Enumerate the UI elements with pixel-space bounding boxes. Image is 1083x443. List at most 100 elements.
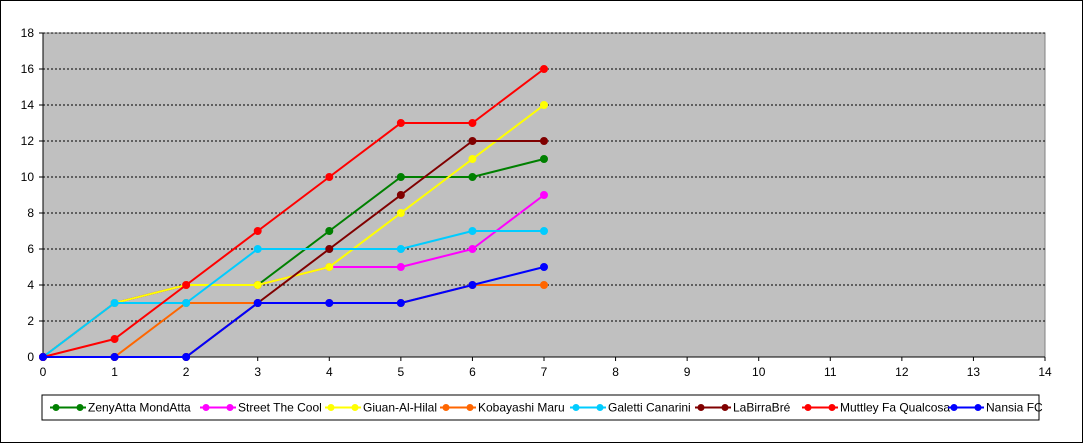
x-tick-label-14: 14 bbox=[1038, 365, 1052, 379]
data-point-giuan-al-hilal-3 bbox=[253, 281, 262, 289]
y-tick-label-8: 8 bbox=[27, 206, 34, 220]
y-tick-label-2: 2 bbox=[27, 314, 34, 328]
y-tick-label-4: 4 bbox=[27, 278, 34, 292]
x-axis-ticks: 0 1 2 3 4 5 6 7 8 9 10 11 12 13 14 bbox=[40, 357, 1052, 379]
legend-label-giuan-al-hilal: Giuan-Al-Hilal bbox=[363, 401, 437, 415]
series-lines bbox=[39, 65, 548, 361]
x-tick-label-4: 4 bbox=[326, 365, 333, 379]
x-tick-label-11: 11 bbox=[824, 365, 837, 379]
data-point-muttley-fa-qualcosa-3 bbox=[253, 227, 262, 235]
data-point-galetti-canarini-5 bbox=[396, 245, 405, 253]
legend-marker-end-muttley-fa-qualcosa bbox=[828, 404, 836, 411]
x-tick-label-8: 8 bbox=[612, 365, 619, 379]
data-point-nansia-fc-7 bbox=[540, 263, 548, 271]
series-line-muttley-fa-qualcosa bbox=[42, 68, 545, 358]
legend-item-galetti-canarini: Galetti Canarini bbox=[570, 401, 691, 415]
data-point-giuan-al-hilal-5 bbox=[396, 209, 405, 217]
legend-label-street-the-cool: Street The Cool bbox=[238, 401, 322, 415]
legend-marker-end-labirrabr- bbox=[721, 404, 729, 411]
legend-marker-street-the-cool bbox=[202, 404, 210, 411]
data-point-street-the-cool-7 bbox=[540, 191, 548, 199]
data-point-muttley-fa-qualcosa-1 bbox=[110, 335, 119, 343]
data-point-nansia-fc-4 bbox=[325, 299, 334, 307]
x-tick-label-13: 13 bbox=[967, 365, 981, 379]
data-point-labirrabr--4 bbox=[325, 245, 334, 253]
data-point-galetti-canarini-2 bbox=[182, 299, 191, 307]
legend-marker-end-street-the-cool bbox=[226, 404, 234, 411]
data-point-zenyatta-mondatta-7 bbox=[540, 155, 548, 163]
legend-item-zenyatta-mondatta: ZenyAtta MondAtta bbox=[50, 401, 191, 415]
data-point-labirrabr--5 bbox=[396, 191, 405, 199]
data-point-galetti-canarini-7 bbox=[540, 227, 548, 235]
y-tick-label-12: 12 bbox=[21, 134, 35, 148]
y-tick-label-16: 16 bbox=[21, 62, 35, 76]
data-point-muttley-fa-qualcosa-4 bbox=[325, 173, 334, 181]
legend-item-muttley-fa-qualcosa: Muttley Fa Qualcosa bbox=[802, 401, 950, 415]
data-point-nansia-fc-1 bbox=[110, 353, 119, 361]
data-point-giuan-al-hilal-6 bbox=[468, 155, 477, 163]
legend-label-galetti-canarini: Galetti Canarini bbox=[608, 401, 691, 415]
y-tick-label-0: 0 bbox=[27, 350, 34, 364]
x-tick-label-1: 1 bbox=[111, 365, 118, 379]
legend-marker-nansia-fc bbox=[950, 404, 958, 411]
legend-label-zenyatta-mondatta: ZenyAtta MondAtta bbox=[88, 401, 191, 415]
data-point-zenyatta-mondatta-4 bbox=[325, 227, 334, 235]
legend-label-muttley-fa-qualcosa: Muttley Fa Qualcosa bbox=[840, 401, 950, 415]
legend-item-kobayashi-maru: Kobayashi Maru bbox=[440, 401, 565, 415]
legend-label-labirrabr-: LaBirraBré bbox=[733, 401, 791, 415]
data-point-giuan-al-hilal-7 bbox=[540, 101, 548, 109]
x-tick-label-6: 6 bbox=[469, 365, 476, 379]
y-tick-label-18: 18 bbox=[21, 26, 35, 40]
data-point-muttley-fa-qualcosa-2 bbox=[182, 281, 191, 289]
x-tick-label-7: 7 bbox=[541, 365, 548, 379]
legend-marker-end-kobayashi-maru bbox=[466, 404, 474, 411]
data-point-labirrabr--7 bbox=[540, 137, 548, 145]
data-point-galetti-canarini-3 bbox=[253, 245, 262, 253]
x-tick-label-0: 0 bbox=[40, 365, 47, 379]
legend-item-nansia-fc: Nansia FC bbox=[948, 401, 1043, 415]
data-point-labirrabr--6 bbox=[468, 137, 477, 145]
legend-item-giuan-al-hilal: Giuan-Al-Hilal bbox=[325, 401, 437, 415]
data-point-nansia-fc-2 bbox=[182, 353, 191, 361]
legend-marker-end-nansia-fc bbox=[974, 404, 982, 411]
data-point-galetti-canarini-6 bbox=[468, 227, 477, 235]
x-tick-label-2: 2 bbox=[183, 365, 190, 379]
data-point-muttley-fa-qualcosa-5 bbox=[396, 119, 405, 127]
legend-marker-zenyatta-mondatta bbox=[52, 404, 60, 411]
data-point-muttley-fa-qualcosa-6 bbox=[468, 119, 477, 127]
x-tick-label-5: 5 bbox=[398, 365, 405, 379]
legend-item-street-the-cool: Street The Cool bbox=[200, 401, 322, 415]
series-nansia-fc bbox=[39, 263, 548, 361]
data-point-nansia-fc-3 bbox=[253, 299, 262, 307]
legend-marker-labirrabr- bbox=[697, 404, 705, 411]
legend-marker-kobayashi-maru bbox=[442, 404, 450, 411]
y-tick-label-10: 10 bbox=[21, 170, 35, 184]
data-point-nansia-fc-0 bbox=[39, 353, 47, 361]
data-point-zenyatta-mondatta-5 bbox=[396, 173, 405, 181]
legend-marker-end-giuan-al-hilal bbox=[351, 404, 359, 411]
legend: ZenyAtta MondAtta Street The Cool Giuan-Al… bbox=[41, 394, 1043, 421]
legend-marker-galetti-canarini bbox=[572, 404, 580, 411]
series-line-nansia-fc bbox=[43, 266, 545, 358]
x-tick-label-9: 9 bbox=[684, 365, 691, 379]
series-line-galetti-canarini bbox=[42, 230, 544, 358]
legend-item-labirrabr-: LaBirraBré bbox=[695, 401, 791, 415]
legend-label-kobayashi-maru: Kobayashi Maru bbox=[478, 401, 565, 415]
data-point-nansia-fc-5 bbox=[396, 299, 405, 307]
data-point-muttley-fa-qualcosa-7 bbox=[540, 65, 548, 73]
y-tick-label-6: 6 bbox=[27, 242, 34, 256]
y-axis-ticks: 0 2 4 6 8 10 12 14 16 18 bbox=[21, 26, 43, 364]
y-tick-label-14: 14 bbox=[21, 98, 35, 112]
data-point-nansia-fc-6 bbox=[468, 281, 477, 289]
legend-marker-muttley-fa-qualcosa bbox=[804, 404, 812, 411]
data-point-kobayashi-maru-7 bbox=[540, 281, 548, 289]
x-tick-label-10: 10 bbox=[752, 365, 766, 379]
data-point-street-the-cool-5 bbox=[396, 263, 405, 271]
x-tick-label-3: 3 bbox=[254, 365, 261, 379]
data-point-giuan-al-hilal-4 bbox=[325, 263, 334, 271]
legend-marker-giuan-al-hilal bbox=[327, 404, 335, 411]
x-tick-label-12: 12 bbox=[895, 365, 909, 379]
data-point-street-the-cool-6 bbox=[468, 245, 477, 253]
legend-marker-end-zenyatta-mondatta bbox=[76, 404, 84, 411]
